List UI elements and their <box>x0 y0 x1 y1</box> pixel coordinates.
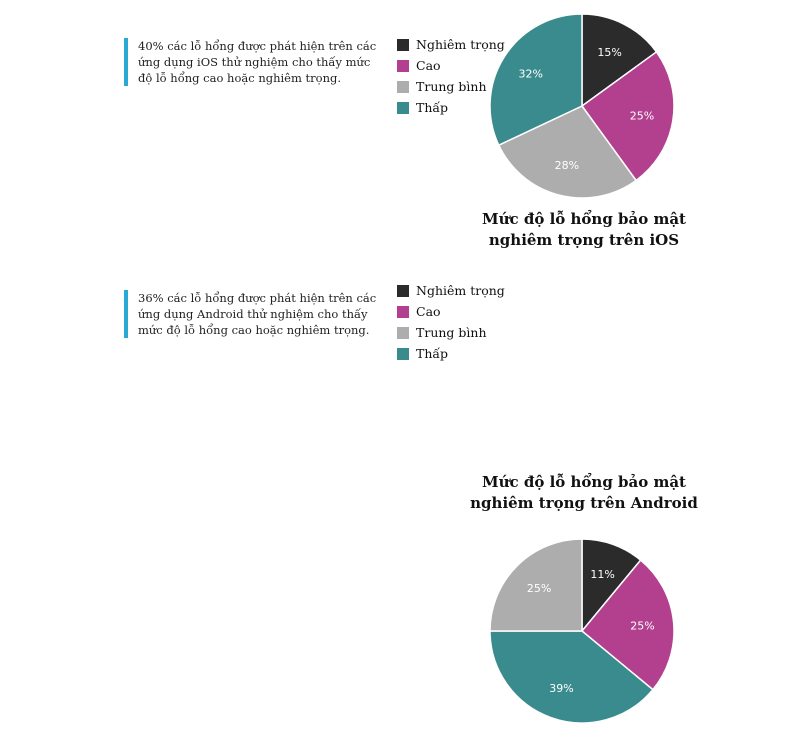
ios-pie-data-label-2: 28% <box>555 159 579 172</box>
ios-callout-text: 40% các lỗ hổng được phát hiện trên các … <box>124 38 378 86</box>
ios-pie-slice-3 <box>489 13 583 147</box>
android-pie-data-label-3: 25% <box>527 582 551 595</box>
android-panel: 36% các lỗ hổng được phát hiện trên các … <box>0 264 800 724</box>
ios-pie-data-label-1: 25% <box>630 109 654 122</box>
android-legend-item-trung-binh: Trung bình <box>397 322 505 343</box>
ios-legend-swatch-thap <box>397 101 409 114</box>
android-legend-swatch-trung-binh <box>397 326 409 339</box>
android-legend-swatch-thap <box>397 347 409 360</box>
android-pie-chart: 11% 25% 39% 25% <box>489 538 675 724</box>
ios-legend-item-nghiem-trong: Nghiêm trọng <box>397 34 505 55</box>
android-legend-item-nghiem-trong: Nghiêm trọng <box>397 280 505 301</box>
ios-legend-item-thap: Thấp <box>397 97 505 118</box>
ios-legend-swatch-cao <box>397 59 409 72</box>
android-legend: Nghiêm trọng Cao Trung bình Thấp <box>397 280 505 364</box>
android-legend-label-nghiem-trong: Nghiêm trọng <box>416 283 505 298</box>
android-legend-swatch-nghiem-trong <box>397 284 409 297</box>
ios-legend-label-thap: Thấp <box>416 100 449 115</box>
android-legend-label-trung-binh: Trung bình <box>416 325 487 340</box>
ios-pie-slice-0 <box>581 13 658 108</box>
ios-pie-data-label-0: 15% <box>597 46 621 59</box>
android-legend-item-thap: Thấp <box>397 343 505 364</box>
ios-legend-item-cao: Cao <box>397 55 505 76</box>
android-legend-label-thap: Thấp <box>416 346 449 361</box>
ios-legend-swatch-trung-binh <box>397 80 409 93</box>
ios-legend-label-cao: Cao <box>416 58 441 73</box>
ios-pie-slice-1 <box>580 50 675 182</box>
android-pie-data-label-2: 39% <box>549 682 573 695</box>
ios-chart-title: Mức độ lỗ hổng bảo mật nghiêm trọng trên… <box>482 210 686 249</box>
ios-legend: Nghiêm trọng Cao Trung bình Thấp <box>397 34 505 118</box>
ios-pie-data-label-3: 32% <box>519 67 543 80</box>
android-legend-swatch-cao <box>397 305 409 318</box>
android-pie-data-label-0: 11% <box>590 568 614 581</box>
android-legend-label-cao: Cao <box>416 304 441 319</box>
ios-legend-label-trung-binh: Trung bình <box>416 79 487 94</box>
android-legend-item-cao: Cao <box>397 301 505 322</box>
ios-legend-label-nghiem-trong: Nghiêm trọng <box>416 37 505 52</box>
ios-panel: 40% các lỗ hổng được phát hiện trên các … <box>0 0 800 264</box>
android-pie-data-label-1: 25% <box>630 619 654 632</box>
android-callout-text: 36% các lỗ hổng được phát hiện trên các … <box>124 290 378 338</box>
ios-legend-item-trung-binh: Trung bình <box>397 76 505 97</box>
ios-pie-chart: 15% 25% 28% 32% <box>489 13 675 199</box>
ios-legend-swatch-nghiem-trong <box>397 38 409 51</box>
android-chart-title: Mức độ lỗ hổng bảo mật nghiêm trọng trên… <box>470 473 698 512</box>
ios-pie-slice-2 <box>497 105 638 199</box>
